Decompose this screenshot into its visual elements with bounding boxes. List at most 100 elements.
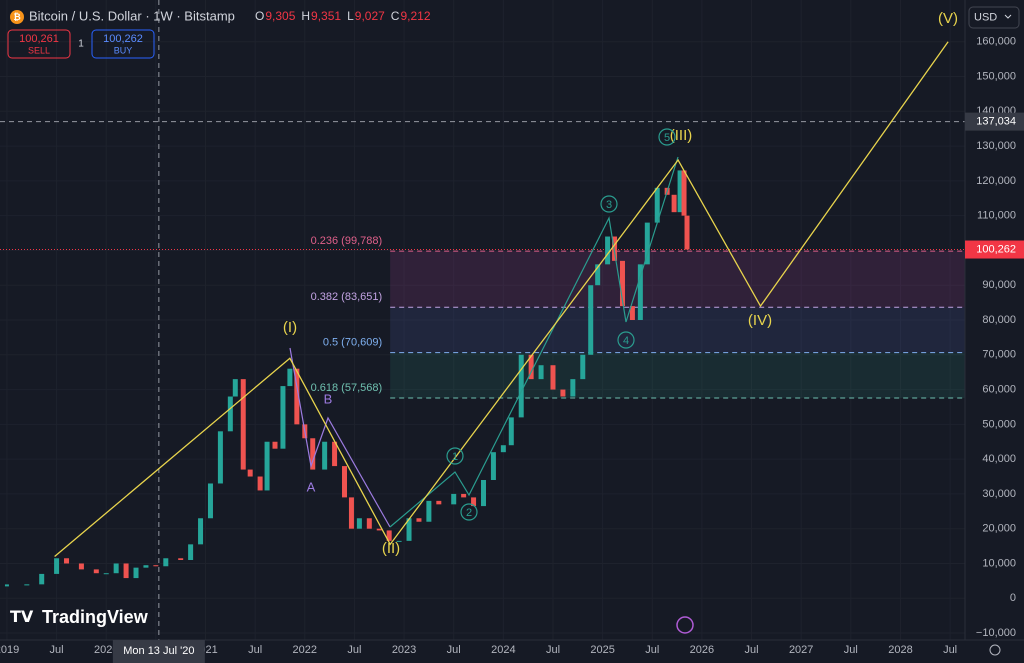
last-price-label: 100,262 xyxy=(976,243,1016,255)
fib-label: 0.5 (70,609) xyxy=(323,337,382,349)
x-tick-label: 2027 xyxy=(789,644,813,656)
corrective-label: A xyxy=(307,479,316,494)
event-icon[interactable] xyxy=(676,616,694,634)
y-tick-label: 60,000 xyxy=(982,383,1016,395)
price-candle xyxy=(103,573,109,575)
price-candle xyxy=(595,264,601,286)
x-tick-label: Jul xyxy=(745,644,759,656)
price-candle xyxy=(681,170,687,216)
price-candle xyxy=(461,493,467,498)
sell-label: SELL xyxy=(28,45,50,55)
price-candle xyxy=(550,365,556,390)
price-candle xyxy=(528,354,534,380)
currency-caret xyxy=(1004,14,1012,19)
price-candle xyxy=(684,215,690,250)
price-candle xyxy=(426,500,432,522)
price-candle xyxy=(490,452,496,480)
price-candle xyxy=(227,396,233,432)
price-axis xyxy=(965,0,1024,640)
price-candle xyxy=(471,497,477,507)
price-candle xyxy=(123,563,129,579)
ohlc-value: 9,027 xyxy=(355,9,385,23)
price-candle xyxy=(396,540,402,542)
price-candle xyxy=(39,573,45,585)
price-candle xyxy=(198,518,204,545)
price-candle xyxy=(560,389,566,397)
price-candle xyxy=(508,417,514,446)
price-candle xyxy=(518,354,524,418)
y-tick-label: 80,000 xyxy=(982,314,1016,326)
price-candle xyxy=(451,493,457,505)
price-candle xyxy=(264,441,270,491)
price-candle xyxy=(376,528,382,531)
fib-label: 0.382 (83,651) xyxy=(311,291,383,303)
fib-zone xyxy=(390,352,965,399)
wave-label: (III) xyxy=(670,127,693,144)
x-tick-label: 2019 xyxy=(0,644,19,656)
price-candle xyxy=(64,558,70,564)
price-candle xyxy=(436,500,442,505)
btc-icon-glyph: ₿ xyxy=(13,12,20,22)
ohlc-value: 9,212 xyxy=(400,9,430,23)
settings-icon[interactable] xyxy=(989,644,1001,656)
wave-label: (V) xyxy=(938,10,958,27)
logo: TradingView xyxy=(42,607,149,627)
crosshair-x-box xyxy=(112,640,205,663)
buy-label: BUY xyxy=(114,45,133,55)
price-candle xyxy=(644,222,650,265)
symbol-title: Bitcoin / U.S. Dollar · 1W · Bitstamp xyxy=(29,8,235,23)
ohlc-key: L xyxy=(347,9,354,23)
price-candle xyxy=(570,379,576,397)
x-tick-label: Jul xyxy=(546,644,560,656)
price-candle xyxy=(416,518,422,522)
fib-label: 0.618 (57,568) xyxy=(311,382,383,394)
quantity: 1 xyxy=(78,39,84,50)
subwave-circle xyxy=(658,128,676,146)
price-candle xyxy=(78,563,84,570)
x-tick-label: Jul xyxy=(447,644,461,656)
price-candle xyxy=(207,483,213,519)
price-candle xyxy=(163,558,169,567)
subwave-circle xyxy=(446,447,464,465)
price-candle xyxy=(538,365,544,380)
price-candle xyxy=(272,441,278,449)
price-candle xyxy=(54,558,60,574)
y-tick-label: 0 xyxy=(1010,592,1016,604)
buy-button[interactable] xyxy=(91,29,155,59)
y-tick-label: 70,000 xyxy=(982,349,1016,361)
price-candle xyxy=(342,466,348,498)
x-tick-label: 2026 xyxy=(690,644,714,656)
x-tick-label: 2025 xyxy=(590,644,614,656)
price-candle xyxy=(580,354,586,380)
wave-line xyxy=(54,41,949,558)
x-tick-label: 2023 xyxy=(392,644,416,656)
sell-button[interactable] xyxy=(7,29,71,59)
price-candle xyxy=(257,476,263,491)
subwave-circle xyxy=(460,503,478,521)
currency-button[interactable] xyxy=(968,6,1020,29)
price-candle xyxy=(188,544,194,560)
y-tick-label: 30,000 xyxy=(982,488,1016,500)
subwave-label: 4 xyxy=(623,335,629,347)
crosshair-x-label: Mon 13 Jul '20 xyxy=(123,645,194,657)
ohlc-value: 9,351 xyxy=(311,9,341,23)
price-candle xyxy=(356,518,362,529)
y-tick-label: 40,000 xyxy=(982,453,1016,465)
crosshair-y-label: 137,034 xyxy=(976,116,1016,128)
price-candle xyxy=(588,285,594,355)
price-candle xyxy=(677,170,683,213)
price-candle xyxy=(178,558,184,560)
x-tick-label: 2028 xyxy=(888,644,912,656)
price-candle xyxy=(322,441,328,470)
wave-label: (I) xyxy=(283,319,297,336)
crosshair-y-box xyxy=(965,112,1024,131)
wave-label: (II) xyxy=(382,540,400,557)
price-candle xyxy=(629,306,635,320)
btc-icon xyxy=(10,10,24,24)
fib-zone xyxy=(390,307,965,353)
subwave-path xyxy=(289,347,391,528)
x-tick-label: 2020 xyxy=(94,644,118,656)
price-candle xyxy=(310,438,316,470)
price-candle xyxy=(133,567,139,579)
